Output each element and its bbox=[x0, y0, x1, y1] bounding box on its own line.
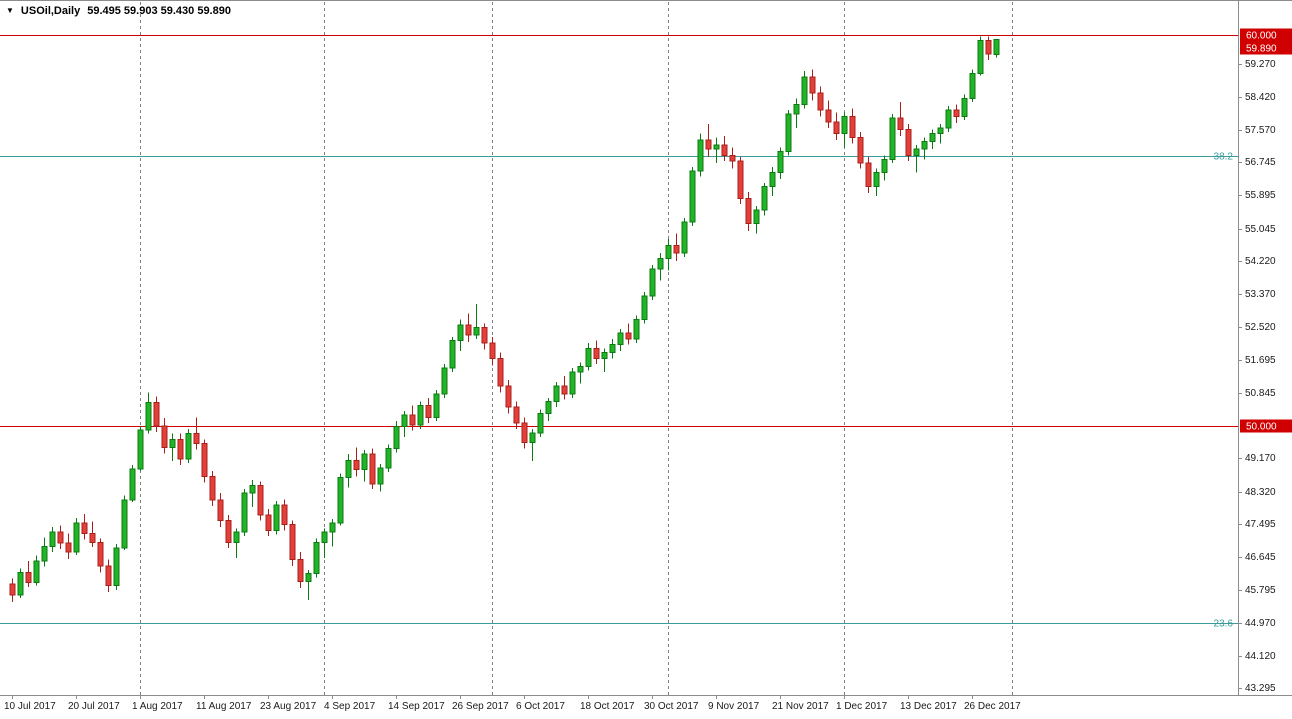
svg-text:4 Sep 2017: 4 Sep 2017 bbox=[324, 701, 376, 712]
svg-text:53.370: 53.370 bbox=[1245, 289, 1276, 300]
svg-text:55.045: 55.045 bbox=[1245, 224, 1276, 235]
svg-text:50.000: 50.000 bbox=[1246, 422, 1277, 433]
svg-text:23.6: 23.6 bbox=[1214, 619, 1234, 630]
symbol-timeframe-label: USOil,Daily bbox=[20, 5, 81, 17]
svg-text:54.220: 54.220 bbox=[1245, 256, 1276, 267]
svg-text:50.845: 50.845 bbox=[1245, 388, 1276, 399]
svg-text:18 Oct 2017: 18 Oct 2017 bbox=[580, 701, 635, 712]
svg-text:23 Aug 2017: 23 Aug 2017 bbox=[260, 701, 317, 712]
svg-text:44.970: 44.970 bbox=[1245, 618, 1276, 629]
ohlc-quote-label: 59.495 59.903 59.430 59.890 bbox=[87, 5, 231, 17]
svg-text:51.695: 51.695 bbox=[1245, 355, 1276, 366]
svg-text:49.170: 49.170 bbox=[1245, 453, 1276, 464]
svg-text:48.320: 48.320 bbox=[1245, 487, 1276, 498]
svg-text:9 Nov 2017: 9 Nov 2017 bbox=[708, 701, 760, 712]
svg-text:59.270: 59.270 bbox=[1245, 59, 1276, 70]
svg-text:56.745: 56.745 bbox=[1245, 157, 1276, 168]
svg-text:21 Nov 2017: 21 Nov 2017 bbox=[772, 701, 829, 712]
svg-text:58.420: 58.420 bbox=[1245, 92, 1276, 103]
chart-title-bar: ▼ USOil,Daily 59.495 59.903 59.430 59.89… bbox=[6, 5, 231, 17]
svg-text:57.570: 57.570 bbox=[1245, 125, 1276, 136]
svg-text:44.120: 44.120 bbox=[1245, 651, 1276, 662]
svg-text:20 Jul 2017: 20 Jul 2017 bbox=[68, 701, 120, 712]
svg-text:13 Dec 2017: 13 Dec 2017 bbox=[900, 701, 957, 712]
svg-text:6 Oct 2017: 6 Oct 2017 bbox=[516, 701, 565, 712]
svg-text:46.645: 46.645 bbox=[1245, 552, 1276, 563]
svg-text:14 Sep 2017: 14 Sep 2017 bbox=[388, 701, 445, 712]
svg-text:47.495: 47.495 bbox=[1245, 519, 1276, 530]
svg-text:30 Oct 2017: 30 Oct 2017 bbox=[644, 701, 699, 712]
svg-text:38.2: 38.2 bbox=[1214, 152, 1234, 163]
svg-text:1 Dec 2017: 1 Dec 2017 bbox=[836, 701, 888, 712]
svg-text:55.895: 55.895 bbox=[1245, 190, 1276, 201]
svg-text:45.795: 45.795 bbox=[1245, 585, 1276, 596]
svg-text:26 Dec 2017: 26 Dec 2017 bbox=[964, 701, 1021, 712]
symbol-dropdown-icon[interactable]: ▼ bbox=[6, 6, 14, 15]
svg-text:60.000: 60.000 bbox=[1246, 31, 1277, 42]
svg-text:1 Aug 2017: 1 Aug 2017 bbox=[132, 701, 183, 712]
svg-text:43.295: 43.295 bbox=[1245, 683, 1276, 694]
svg-text:10 Jul 2017: 10 Jul 2017 bbox=[4, 701, 56, 712]
svg-text:52.520: 52.520 bbox=[1245, 322, 1276, 333]
svg-text:59.890: 59.890 bbox=[1246, 44, 1277, 55]
svg-text:11 Aug 2017: 11 Aug 2017 bbox=[196, 701, 252, 712]
svg-text:26 Sep 2017: 26 Sep 2017 bbox=[452, 701, 509, 712]
